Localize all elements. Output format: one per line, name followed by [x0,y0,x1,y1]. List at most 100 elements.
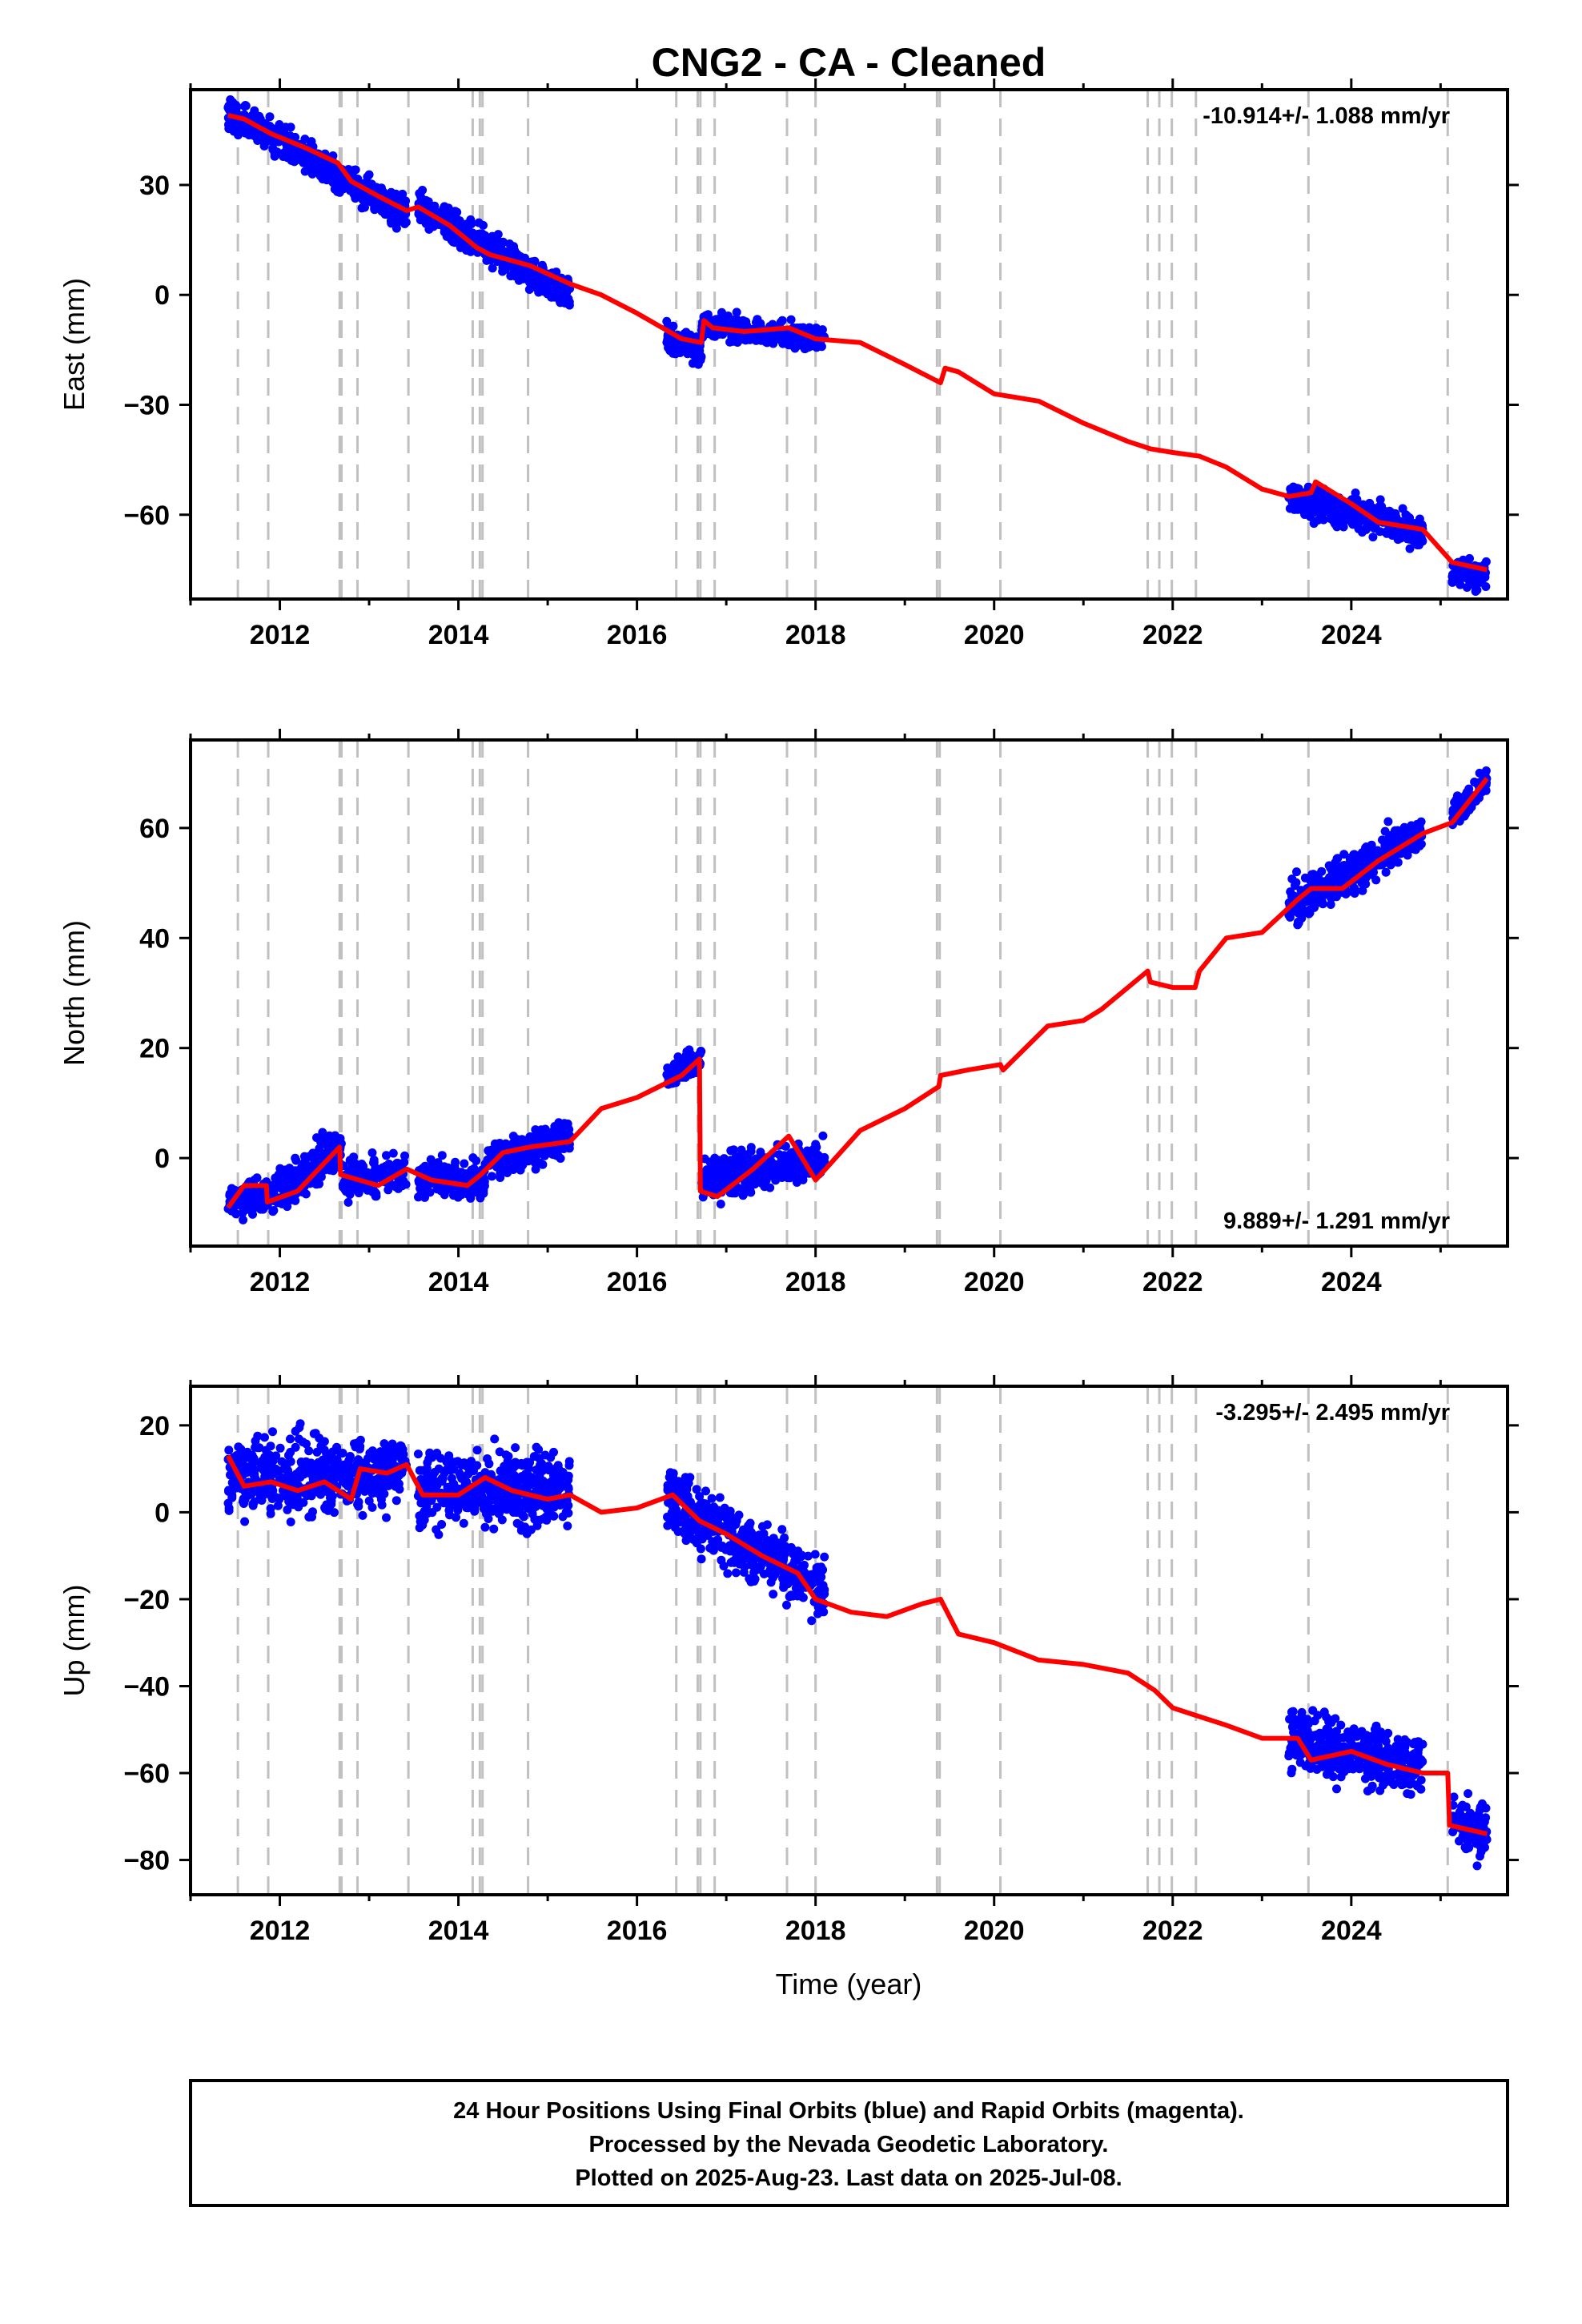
data-point [224,1499,233,1508]
x-tick-label: 2022 [1142,1267,1203,1297]
y-tick-label: 30 [139,171,170,201]
data-point [341,1479,350,1488]
data-point [517,1472,526,1481]
data-point [495,1510,504,1518]
data-point [771,1176,780,1184]
data-point [269,1206,278,1215]
data-point [1342,890,1351,899]
data-point [432,1449,441,1458]
data-point [506,271,515,280]
data-point [769,1162,778,1171]
data-point [276,125,285,134]
data-point [1396,534,1405,543]
data-point [1391,513,1400,521]
data-point [395,1479,404,1488]
data-point [488,263,497,272]
data-point [519,1154,528,1163]
x-tick-label: 2020 [964,620,1025,650]
data-point [564,1120,572,1128]
data-point [466,215,475,224]
y-tick-label: −60 [123,501,170,531]
data-point [254,1443,263,1452]
data-point [1330,873,1339,882]
data-point [1404,846,1413,854]
data-point [483,1454,492,1463]
data-point [1482,766,1491,775]
x-tick-label: 2020 [964,1267,1025,1297]
data-point [565,1461,574,1470]
data-point [532,1443,541,1452]
data-point [524,275,532,284]
data-point [704,310,713,319]
data-point [509,1508,518,1517]
y-tick-label: 40 [139,923,170,954]
data-point [394,195,403,203]
data-point [240,1518,249,1526]
x-tick-label: 2024 [1321,1267,1382,1297]
data-point [468,1153,477,1162]
data-point [717,1200,725,1208]
data-point [756,1168,765,1177]
data-point [728,1170,737,1179]
data-point [527,1526,536,1534]
data-point [303,166,312,175]
data-point [1382,868,1391,877]
data-point [359,1511,367,1520]
data-point [236,1445,245,1454]
data-point [817,342,826,351]
data-point [550,1122,559,1131]
data-point [296,1466,305,1474]
data-point [818,1132,827,1140]
data-point [1361,525,1370,533]
data-point [287,1518,295,1526]
data-point [778,316,787,325]
data-point [334,1466,343,1474]
data-point [1339,850,1348,858]
x-tick-label: 2024 [1321,620,1382,650]
data-point [275,1164,284,1173]
data-point [462,244,471,253]
data-point [443,1456,452,1465]
data-point [355,1445,364,1454]
data-point [246,127,255,136]
data-point [368,1503,377,1512]
data-point [440,1162,448,1171]
data-point [1450,572,1459,581]
data-point [525,1134,534,1143]
x-tick-label: 2012 [250,1267,311,1297]
data-point [282,152,291,161]
data-point [781,1167,789,1176]
data-point [276,1444,285,1453]
data-point [239,1216,247,1224]
data-point [248,1210,257,1219]
data-point [549,1512,558,1521]
data-point [387,1459,396,1468]
data-point [428,1508,436,1517]
data-point [733,308,741,316]
data-point [449,1480,458,1489]
data-point [259,1205,267,1214]
data-point [1314,516,1323,525]
data-point [475,219,484,227]
data-point [682,1051,691,1059]
data-point [521,1481,530,1490]
data-point [480,1505,488,1514]
data-point [423,1163,432,1172]
x-tick-label: 2014 [428,620,489,650]
data-point [1368,533,1377,541]
data-point [532,283,541,292]
data-point [793,1178,801,1187]
data-point [224,1487,233,1496]
data-point [496,1139,504,1148]
data-point [1386,838,1395,846]
data-point [224,1445,233,1454]
data-point [523,1504,532,1513]
data-point [268,1427,277,1436]
data-point [343,1471,351,1480]
data-point [266,112,275,121]
data-point [344,1198,353,1207]
data-point [336,1449,345,1458]
data-point [466,1168,475,1176]
data-point [1293,505,1302,514]
data-point [467,1460,476,1469]
